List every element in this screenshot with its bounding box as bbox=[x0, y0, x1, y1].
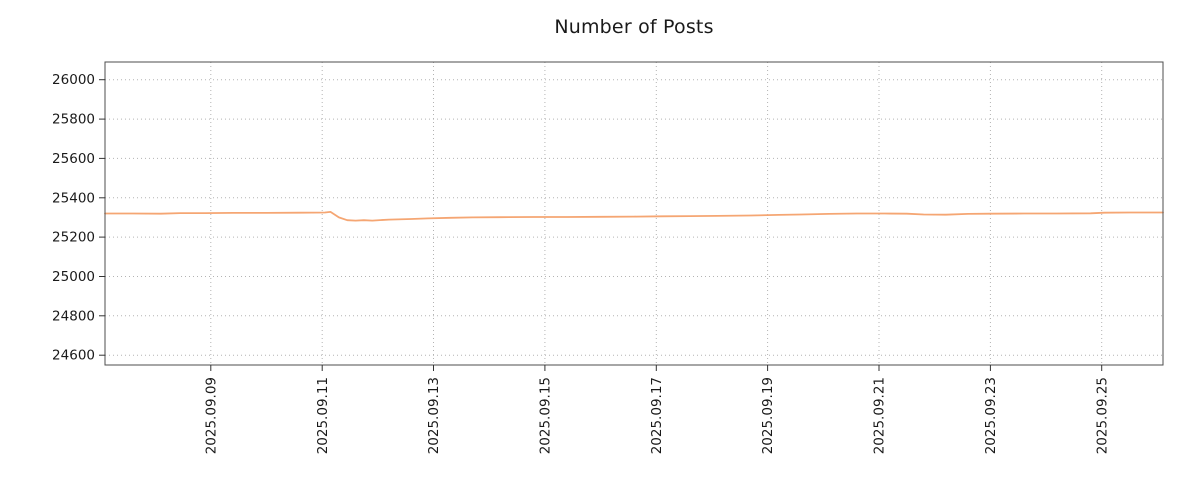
svg-text:2025.09.23: 2025.09.23 bbox=[983, 377, 999, 454]
y-tick-label: 26000 bbox=[52, 72, 95, 88]
chart-title: Number of Posts bbox=[554, 16, 714, 38]
svg-text:2025.09.09: 2025.09.09 bbox=[203, 377, 219, 454]
x-axis-labels: 2025.09.09 2025.09.11 2025.09.13 2025.09.15… bbox=[203, 377, 1110, 454]
y-tick-label: 25200 bbox=[52, 230, 95, 246]
x-tick-label: 2025.09.13 bbox=[426, 377, 442, 454]
x-tick-label: 2025.09.09 bbox=[203, 377, 219, 454]
svg-text:2025.09.25: 2025.09.25 bbox=[1094, 377, 1110, 454]
grid-lines bbox=[105, 62, 1163, 365]
y-tick-label: 24600 bbox=[52, 348, 95, 364]
svg-text:2025.09.19: 2025.09.19 bbox=[760, 377, 776, 454]
svg-text:2025.09.15: 2025.09.15 bbox=[537, 377, 553, 454]
svg-text:2025.09.13: 2025.09.13 bbox=[426, 377, 442, 454]
y-tick-label: 25000 bbox=[52, 269, 95, 285]
svg-text:2025.09.17: 2025.09.17 bbox=[649, 377, 665, 454]
x-tick-label: 2025.09.15 bbox=[537, 377, 553, 454]
x-tick-label: 2025.09.23 bbox=[983, 377, 999, 454]
x-tick-label: 2025.09.25 bbox=[1094, 377, 1110, 454]
y-tick-label: 25800 bbox=[52, 112, 95, 128]
y-tick-label: 24800 bbox=[52, 308, 95, 324]
y-tick-label: 25600 bbox=[52, 151, 95, 167]
x-tick-label: 2025.09.19 bbox=[760, 377, 776, 454]
data-line-number-of-posts bbox=[104, 210, 1164, 222]
y-tick-label: 25400 bbox=[52, 190, 95, 206]
svg-text:2025.09.11: 2025.09.11 bbox=[315, 377, 331, 454]
svg-text:2025.09.21: 2025.09.21 bbox=[872, 377, 888, 454]
x-tick-label: 2025.09.17 bbox=[649, 377, 665, 454]
x-tick-label: 2025.09.21 bbox=[872, 377, 888, 454]
y-axis-labels: 24600 24800 25000 25200 25400 25600 25800 26000 bbox=[52, 72, 95, 364]
tick-marks bbox=[99, 79, 1103, 371]
axes-frame bbox=[104, 61, 1164, 366]
x-tick-label: 2025.09.11 bbox=[315, 377, 331, 454]
